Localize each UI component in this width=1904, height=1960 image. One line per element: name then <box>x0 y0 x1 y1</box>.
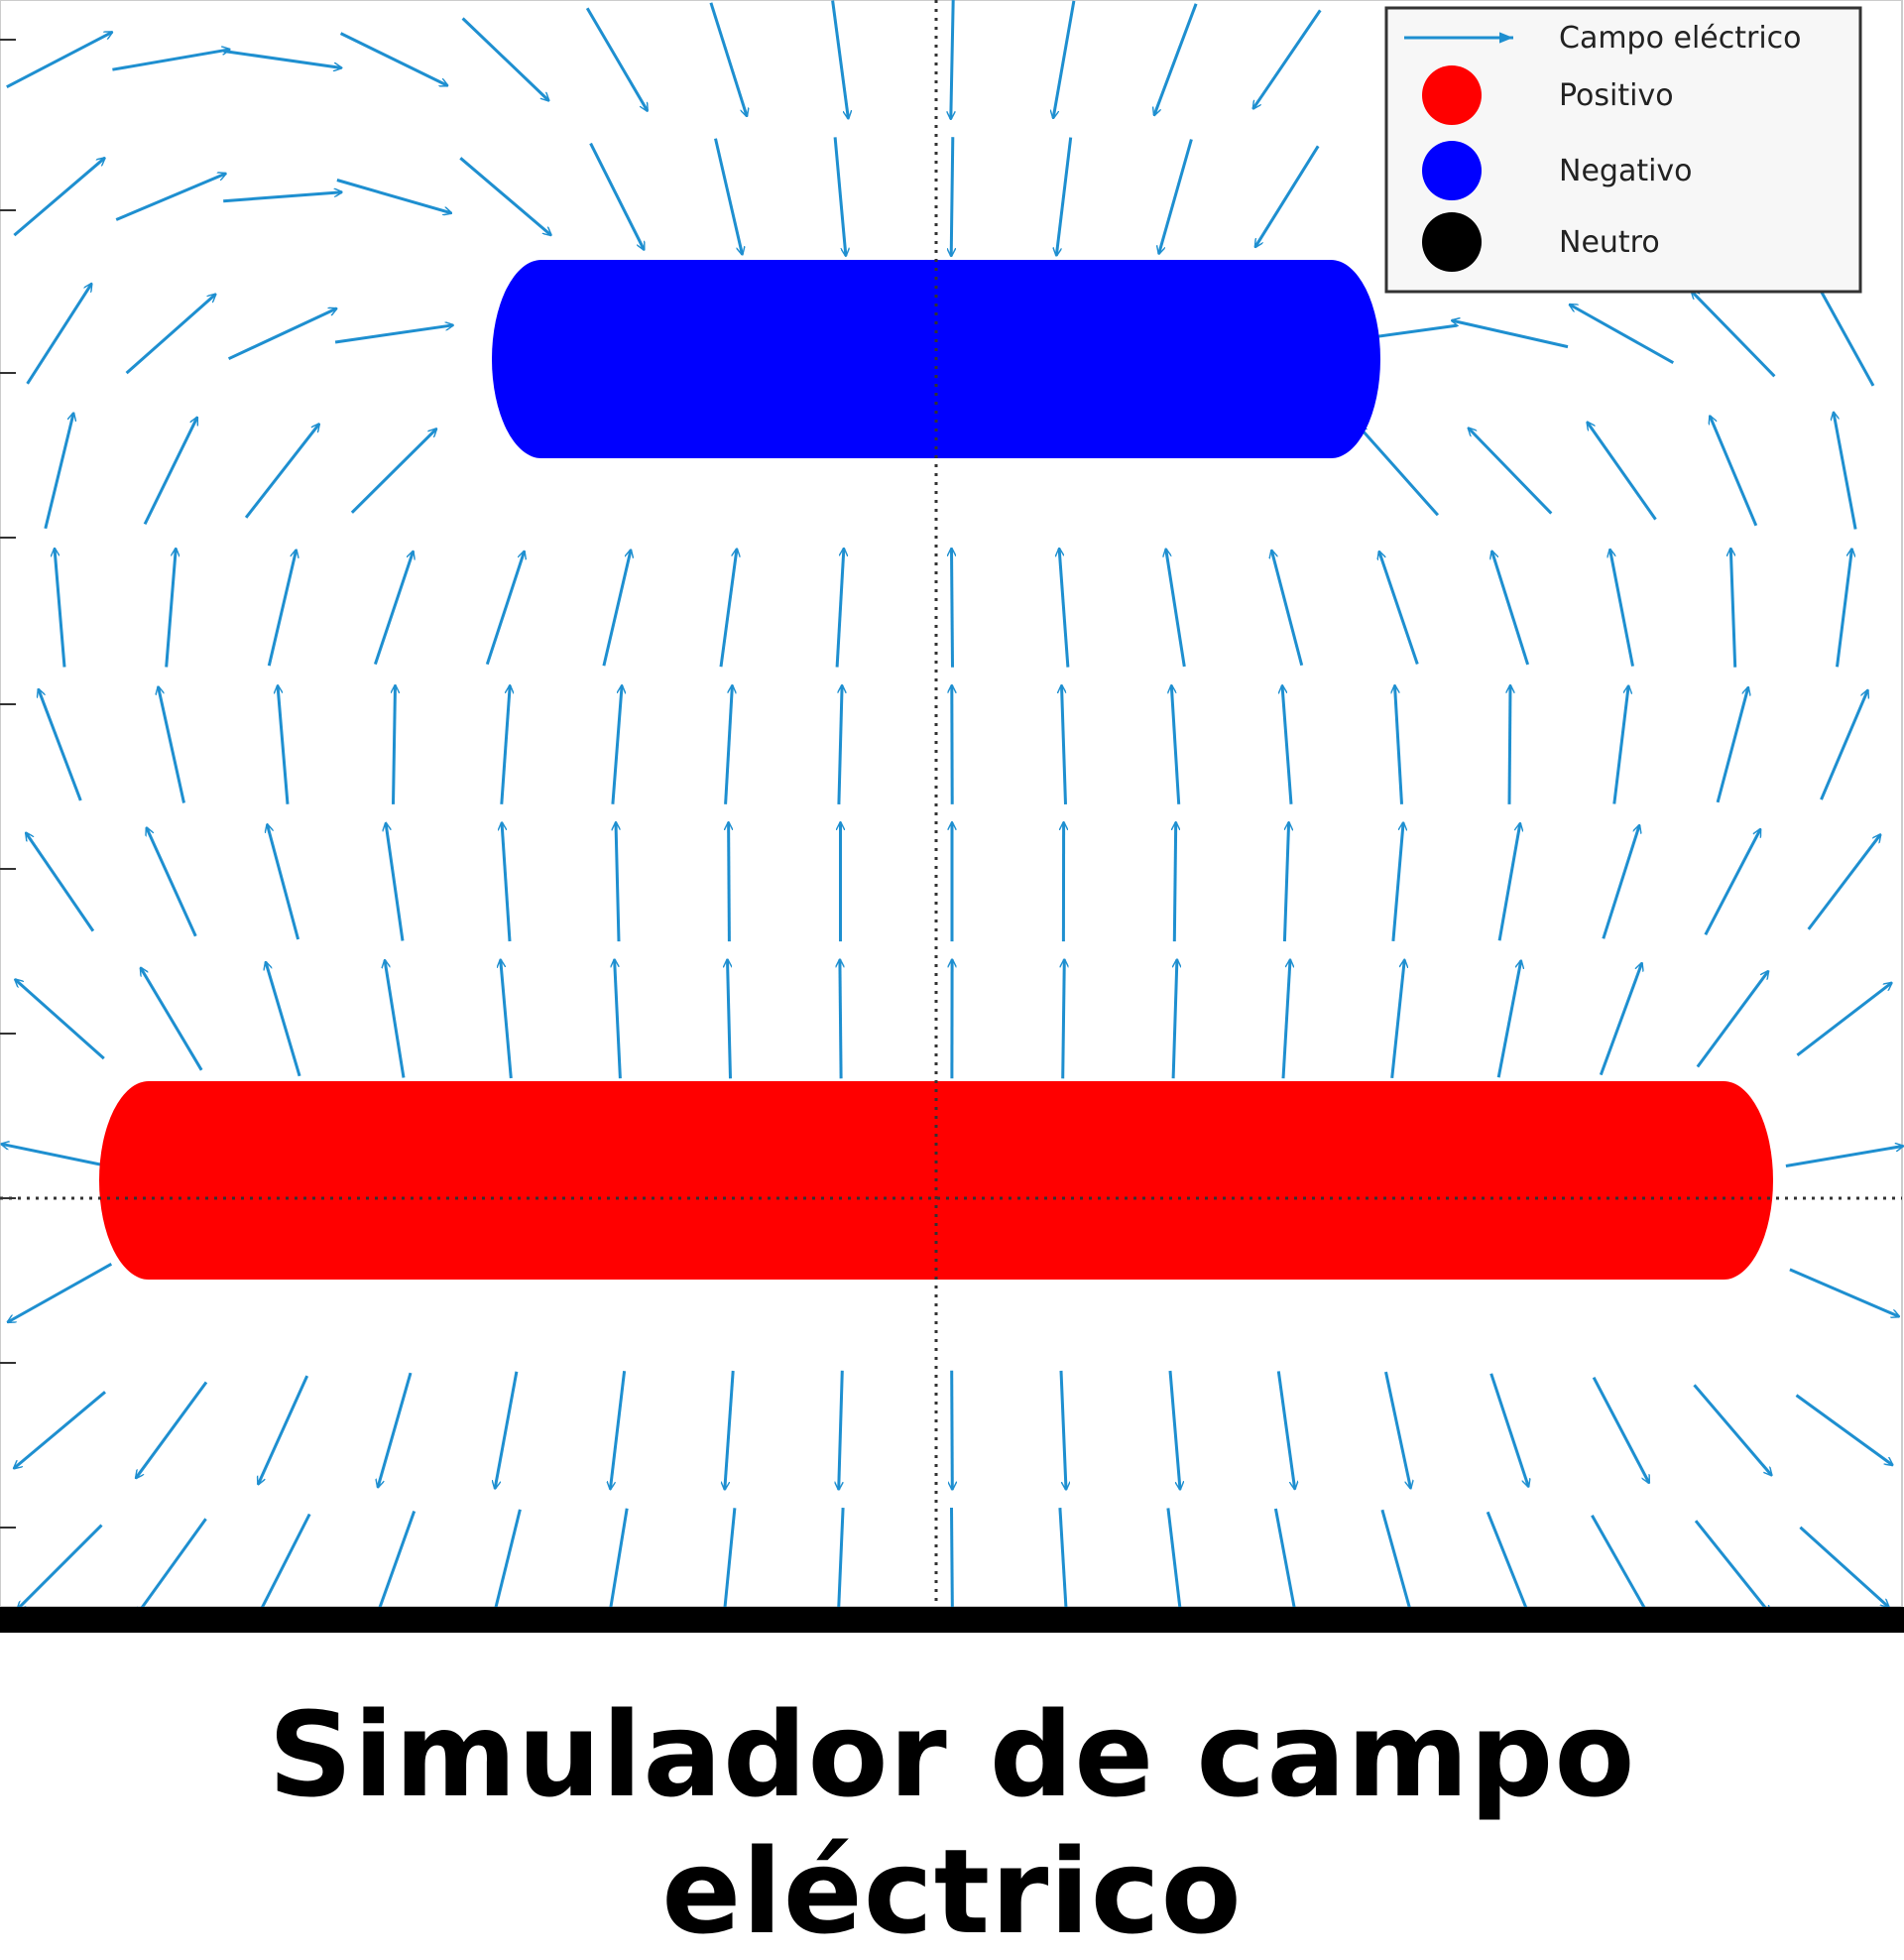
field-arrow <box>952 1508 953 1607</box>
field-arrow <box>952 1371 953 1490</box>
caption-divider <box>0 1607 1904 1633</box>
electric-field-plot: Campo eléctrico Positivo Negativo Neutro <box>0 0 1904 1607</box>
field-arrow <box>840 959 841 1078</box>
legend-field-label: Campo eléctrico <box>1559 21 1802 56</box>
legend-negative-label: Negativo <box>1559 154 1693 188</box>
field-arrow <box>1509 685 1510 804</box>
field-arrow <box>951 137 953 256</box>
legend-negative-icon <box>1422 141 1482 200</box>
field-arrow <box>1063 959 1065 1078</box>
field-arrow <box>394 685 396 804</box>
legend-neutral-label: Neutro <box>1559 225 1660 260</box>
legend-positive-icon <box>1422 65 1482 125</box>
field-arrow <box>952 549 953 668</box>
legend: Campo eléctrico Positivo Negativo Neutro <box>1386 8 1860 292</box>
field-arrow <box>1174 822 1175 941</box>
legend-positive-label: Positivo <box>1559 78 1674 113</box>
page-title: Simulador de campo eléctrico <box>0 1686 1904 1960</box>
field-arrow <box>729 822 730 941</box>
legend-neutral-icon <box>1422 212 1482 272</box>
